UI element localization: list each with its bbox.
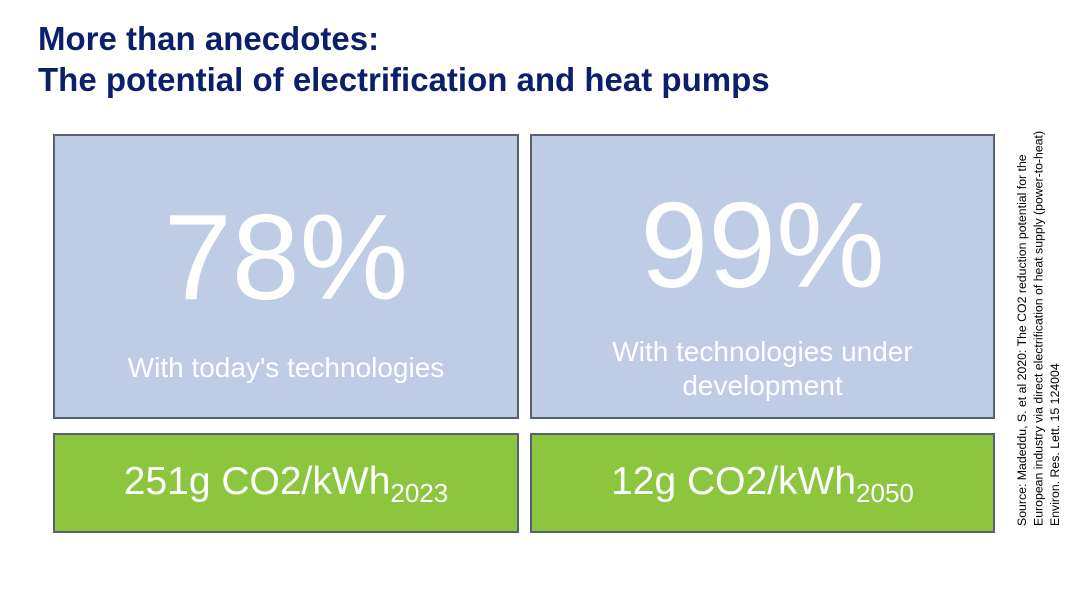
source-line-3: Environ. Res. Lett. 15 124004 <box>1048 363 1062 526</box>
title-line-1: More than anecdotes: <box>38 20 380 57</box>
intensity-card-2050: 12g CO2/kWh2050 <box>530 433 995 533</box>
source-line-2: European industry via direct electrifica… <box>1031 130 1046 526</box>
card-today: 78% With today's technologies <box>53 134 519 419</box>
caption-future: With technologies under development <box>612 336 913 401</box>
title-line-2: The potential of electrification and hea… <box>38 61 770 98</box>
intensity-value: 251g CO2/kWh <box>123 460 391 503</box>
reduction-percent-today: 78% <box>163 189 409 325</box>
intensity-year: 2050 <box>856 478 914 508</box>
slide-title: More than anecdotes: The potential of el… <box>38 18 770 100</box>
reduction-percent-future: 99% <box>640 177 885 313</box>
intensity-value: 12g CO2/kWh <box>611 460 857 503</box>
card-future: 99% With technologies under development <box>530 134 995 419</box>
source-citation: Source: Madeddu, S. et al 2020: The CO2 … <box>1014 112 1064 526</box>
intensity-2023: 251g CO2/kWh2023 <box>55 457 517 518</box>
intensity-2050: 12g CO2/kWh2050 <box>532 457 993 518</box>
caption-today: With today's technologies <box>127 352 445 383</box>
intensity-card-2023: 251g CO2/kWh2023 <box>53 433 519 533</box>
intensity-year: 2023 <box>390 478 449 508</box>
source-line-1: Source: Madeddu, S. et al 2020: The CO2 … <box>1015 154 1029 526</box>
